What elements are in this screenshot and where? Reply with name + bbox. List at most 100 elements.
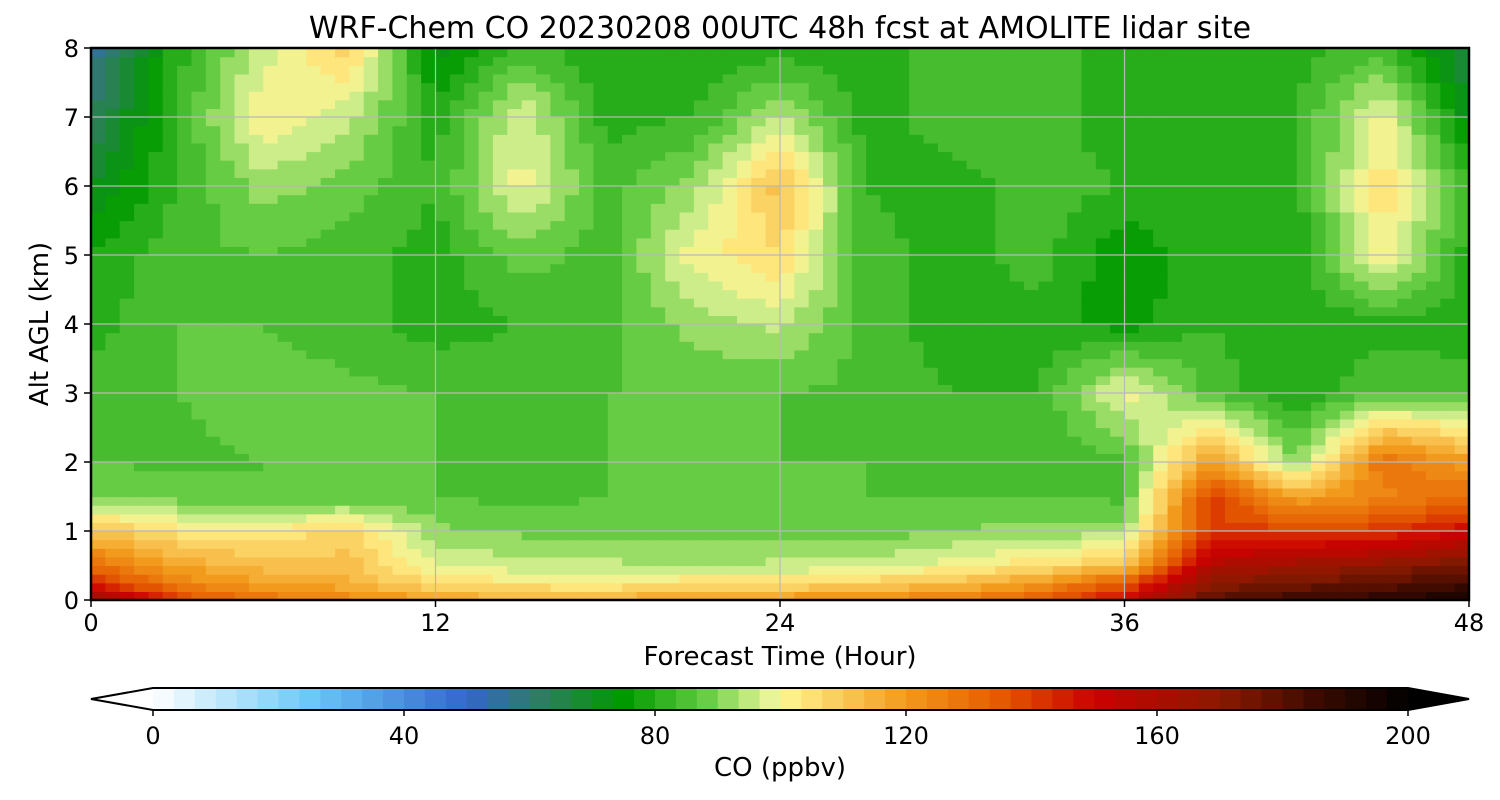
heatmap-cell: [650, 522, 666, 532]
heatmap-cell: [535, 272, 551, 282]
heatmap-cell: [1253, 393, 1269, 403]
heatmap-cell: [1138, 246, 1154, 256]
heatmap-cell: [679, 384, 695, 394]
heatmap-cell: [722, 341, 738, 351]
heatmap-cell: [1081, 393, 1097, 403]
heatmap-cell: [492, 505, 508, 515]
heatmap-cell: [435, 436, 451, 446]
heatmap-cell: [564, 306, 580, 316]
heatmap-cell: [535, 160, 551, 170]
heatmap-cell: [1167, 289, 1183, 299]
heatmap-cell: [105, 418, 121, 429]
heatmap-cell: [492, 574, 508, 584]
heatmap-cell: [1067, 306, 1083, 316]
heatmap-cell: [105, 358, 121, 368]
heatmap-cell: [980, 401, 996, 411]
heatmap-cell: [622, 177, 638, 187]
heatmap-cell: [1181, 522, 1197, 532]
heatmap-cell: [1038, 539, 1054, 549]
heatmap-cell: [1239, 220, 1255, 230]
heatmap-cell: [1354, 203, 1370, 213]
heatmap-cell: [1339, 186, 1355, 196]
heatmap-cell: [550, 548, 566, 558]
heatmap-cell: [507, 479, 523, 489]
heatmap-cell: [1210, 332, 1226, 342]
heatmap-cell: [1382, 453, 1398, 463]
heatmap-cell: [550, 444, 566, 454]
heatmap-cell: [507, 453, 523, 463]
heatmap-cell: [636, 263, 652, 273]
heatmap-cell: [564, 591, 580, 601]
heatmap-cell: [823, 393, 839, 403]
heatmap-cell: [134, 513, 150, 523]
heatmap-cell: [1382, 306, 1398, 316]
heatmap-cell: [148, 160, 164, 170]
heatmap-cell: [406, 496, 422, 506]
heatmap-cell: [1167, 539, 1183, 549]
heatmap-cell: [1268, 168, 1283, 178]
heatmap-cell: [923, 418, 939, 429]
heatmap-cell: [1454, 160, 1470, 170]
heatmap-cell: [722, 255, 738, 265]
heatmap-cell: [177, 418, 193, 429]
heatmap-cell: [1210, 263, 1226, 273]
heatmap-cell: [693, 462, 709, 472]
heatmap-cell: [679, 462, 695, 472]
heatmap-cell: [980, 203, 996, 213]
heatmap-cell: [1196, 410, 1212, 420]
heatmap-cell: [148, 436, 164, 446]
heatmap-cell: [1253, 367, 1269, 377]
heatmap-cell: [521, 418, 537, 429]
heatmap-cell: [478, 574, 494, 584]
heatmap-cell: [449, 315, 465, 325]
heatmap-cell: [148, 298, 164, 308]
heatmap-cell: [1138, 229, 1154, 239]
heatmap-cell: [1024, 444, 1039, 454]
heatmap-cell: [622, 436, 638, 446]
heatmap-cell: [808, 375, 824, 385]
heatmap-cell: [1196, 168, 1212, 178]
heatmap-cell: [378, 306, 394, 316]
heatmap-cell: [550, 591, 566, 601]
heatmap-cell: [909, 470, 925, 480]
heatmap-cell: [1009, 401, 1025, 411]
heatmap-cell: [1167, 591, 1183, 601]
heatmap-cell: [995, 375, 1011, 385]
heatmap-cell: [91, 367, 106, 377]
heatmap-cell: [177, 332, 193, 342]
heatmap-cell: [105, 246, 121, 256]
heatmap-cell: [593, 487, 609, 498]
heatmap-cell: [636, 306, 652, 316]
heatmap-cell: [851, 582, 867, 592]
heatmap-cell: [535, 470, 551, 480]
heatmap-cell: [622, 548, 638, 558]
heatmap-cell: [378, 324, 394, 334]
heatmap-cell: [1339, 237, 1355, 247]
heatmap-cell: [1296, 418, 1312, 429]
heatmap-cell: [679, 591, 695, 601]
heatmap-cell: [564, 444, 580, 454]
heatmap-cell: [1009, 427, 1025, 437]
heatmap-cell: [507, 237, 523, 247]
heatmap-cell: [937, 220, 953, 230]
heatmap-cell: [1052, 565, 1068, 575]
heatmap-cell: [1253, 582, 1269, 592]
heatmap-cell: [1081, 168, 1097, 178]
heatmap-cell: [995, 298, 1011, 308]
heatmap-cell: [1339, 315, 1355, 325]
heatmap-cell: [722, 531, 738, 541]
heatmap-cell: [335, 220, 350, 230]
heatmap-cell: [521, 315, 537, 325]
heatmap-cell: [392, 168, 408, 178]
heatmap-cell: [177, 591, 193, 601]
heatmap-cell: [622, 315, 638, 325]
heatmap-cell: [765, 246, 781, 256]
heatmap-cell: [579, 418, 594, 429]
heatmap-cell: [1325, 160, 1341, 170]
heatmap-cell: [406, 246, 422, 256]
heatmap-cell: [607, 591, 623, 601]
heatmap-cell: [866, 298, 882, 308]
heatmap-cell: [593, 539, 609, 549]
heatmap-cell: [1440, 341, 1456, 351]
heatmap-cell: [722, 160, 738, 170]
